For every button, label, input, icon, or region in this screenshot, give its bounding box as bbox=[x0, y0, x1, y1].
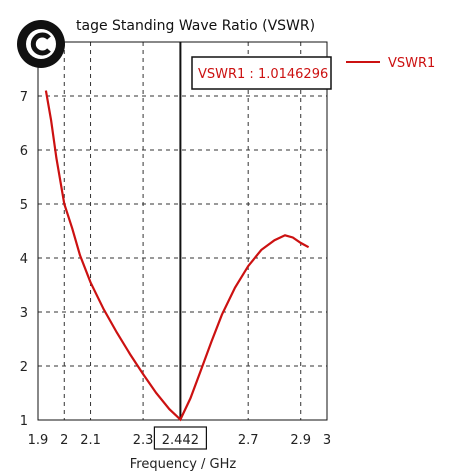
grid-lines bbox=[38, 42, 327, 420]
x-tick-label: 2.3 bbox=[133, 433, 154, 448]
chart-title: tage Standing Wave Ratio (VSWR) bbox=[76, 18, 315, 34]
y-tick-label: 1 bbox=[20, 414, 28, 429]
marker-readout-box bbox=[191, 56, 332, 90]
marker-x-box bbox=[153, 426, 207, 450]
y-tick-label: 5 bbox=[20, 198, 28, 213]
x-axis-label: Frequency / GHz bbox=[130, 457, 237, 472]
x-tick-label: 3 bbox=[323, 433, 331, 448]
plot-frame bbox=[37, 41, 328, 421]
legend: VSWR1 bbox=[346, 56, 435, 71]
y-tick-label: 6 bbox=[20, 144, 28, 159]
y-tick-labels: 1 2 3 4 5 6 7 bbox=[20, 90, 28, 429]
marker-readout: VSWR1 : 1.0146296 bbox=[191, 56, 332, 90]
x-tick-label: 1.9 bbox=[28, 433, 49, 448]
x-tick-label: 2 bbox=[60, 433, 68, 448]
marker-readout-text: VSWR1 : 1.0146296 bbox=[198, 67, 328, 82]
y-tick-label: 2 bbox=[20, 360, 28, 375]
x-tick-label: 2.1 bbox=[80, 433, 101, 448]
x-tick-label: 2.7 bbox=[238, 433, 259, 448]
y-tick-label: 4 bbox=[20, 252, 28, 267]
copyright-icon bbox=[17, 20, 65, 68]
x-tick-labels: 1.9 2 2.1 2.3 2.442 2.7 2.9 3 bbox=[28, 426, 331, 450]
y-tick-label: 3 bbox=[20, 306, 28, 321]
x-tick-label: 2.9 bbox=[290, 433, 311, 448]
x-tick-label: 2.442 bbox=[162, 433, 199, 448]
y-tick-label: 7 bbox=[20, 90, 28, 105]
vswr-series-line bbox=[44, 90, 310, 422]
legend-label-vswr1: VSWR1 bbox=[388, 56, 435, 71]
